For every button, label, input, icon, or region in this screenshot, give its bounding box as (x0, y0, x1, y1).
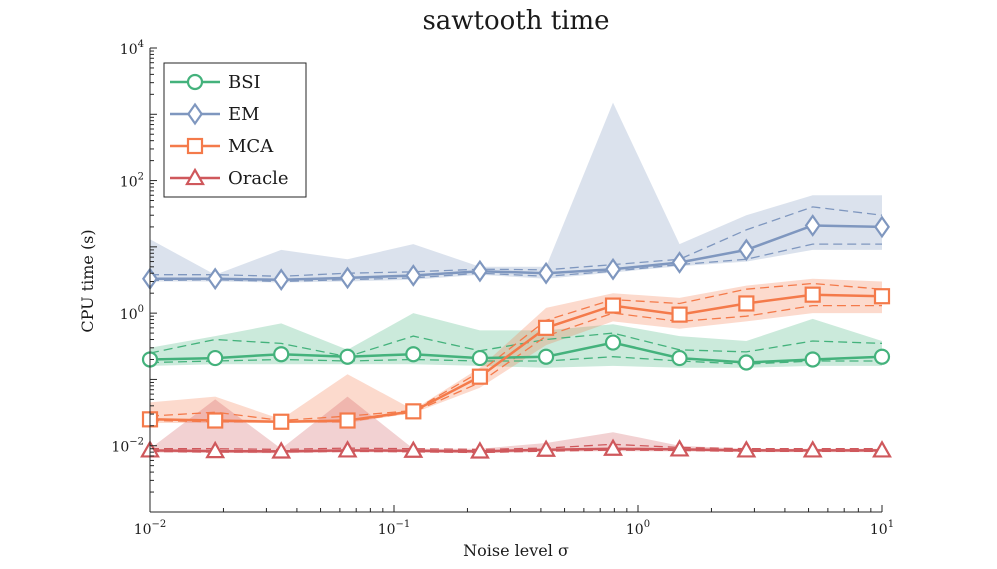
point-em-6 (538, 261, 555, 285)
point-oracle-3 (337, 440, 358, 458)
quantile-mca-upper (149, 282, 883, 422)
chart-title: sawtooth time (422, 6, 609, 36)
point-em-9 (738, 238, 755, 262)
x-tick-label-3: 101 (870, 519, 894, 538)
series-lines (149, 224, 883, 453)
quantile-bsi-lower (149, 356, 882, 365)
line-em (150, 224, 883, 281)
point-em-11 (874, 215, 890, 239)
quantile-em-upper (150, 206, 883, 277)
point-em-8 (671, 251, 688, 274)
legend-marker-mca (186, 137, 204, 155)
point-bsi-10 (804, 351, 821, 368)
point-bsi-7 (604, 334, 622, 351)
x-tick-label-1: 10−1 (378, 519, 411, 538)
point-oracle-8 (669, 439, 690, 457)
y-tick-label-1: 100 (120, 304, 144, 323)
band-em (150, 102, 882, 283)
point-oracle-5 (469, 441, 490, 459)
legend-label-oracle: Oracle (228, 168, 289, 189)
point-mca-7 (604, 297, 622, 314)
point-oracle-6 (536, 439, 557, 457)
point-em-5 (471, 259, 488, 283)
legend-item-oracle[interactable]: Oracle (170, 167, 289, 189)
legend-marker-oracle (185, 167, 205, 186)
y-tick-label-0: 10−2 (111, 437, 144, 456)
point-oracle-4 (403, 440, 424, 458)
quantile-oracle-upper (150, 443, 882, 451)
x-tick-label-2: 100 (626, 519, 650, 538)
legend-label-em: EM (228, 104, 260, 125)
legend-box (163, 62, 307, 198)
point-mca-8 (671, 306, 688, 323)
point-oracle-11 (872, 440, 892, 458)
point-mca-2 (273, 413, 290, 430)
point-oracle-2 (271, 441, 292, 459)
point-bsi-5 (471, 349, 489, 367)
point-bsi-8 (671, 349, 688, 367)
point-mca-1 (207, 412, 224, 429)
point-oracle-7 (603, 438, 623, 456)
line-oracle (149, 447, 882, 453)
point-em-4 (405, 264, 422, 287)
legend-item-mca[interactable]: MCA (170, 136, 274, 157)
x-tick-label-0: 10−2 (134, 519, 167, 538)
line-mca (149, 293, 883, 423)
quantile-bsi-upper (149, 332, 883, 358)
x-axis-label: Noise level σ (463, 541, 569, 560)
y-tick-label-2: 102 (120, 172, 144, 191)
point-mca-9 (738, 295, 755, 312)
point-mca-6 (537, 319, 555, 336)
point-bsi-2 (273, 346, 290, 363)
point-bsi-1 (207, 349, 224, 367)
legend-item-bsi[interactable]: BSI (170, 72, 261, 93)
point-mca-11 (873, 288, 891, 305)
point-oracle-10 (802, 440, 823, 458)
legend-item-em[interactable]: EM (170, 102, 260, 126)
point-oracle-1 (205, 440, 226, 459)
point-bsi-6 (537, 348, 555, 365)
point-mca-5 (471, 368, 489, 385)
axes (149, 47, 883, 513)
legend[interactable]: BSI EM MCA Oracle (163, 62, 307, 198)
quantile-em-lower (149, 243, 882, 283)
band-oracle (150, 396, 882, 454)
legend-label-bsi: BSI (228, 72, 261, 93)
point-oracle-9 (736, 440, 757, 458)
legend-label-mca: MCA (228, 136, 274, 157)
point-em-3 (339, 266, 356, 290)
y-axis-label: CPU time (s) (78, 229, 97, 332)
point-mca-3 (339, 412, 356, 429)
y-tick-label-3: 104 (120, 39, 144, 58)
point-bsi-3 (339, 348, 356, 365)
point-em-10 (804, 214, 821, 237)
point-bsi-4 (405, 346, 422, 363)
point-mca-10 (804, 286, 821, 303)
point-bsi-9 (738, 354, 755, 371)
point-bsi-11 (873, 348, 891, 365)
point-em-7 (605, 257, 622, 281)
line-bsi (149, 341, 883, 364)
point-mca-4 (405, 403, 422, 420)
series-markers (140, 214, 892, 459)
point-em-2 (273, 268, 290, 292)
legend-marker-em (187, 102, 203, 126)
legend-marker-bsi (186, 73, 204, 91)
point-em-1 (207, 267, 224, 291)
